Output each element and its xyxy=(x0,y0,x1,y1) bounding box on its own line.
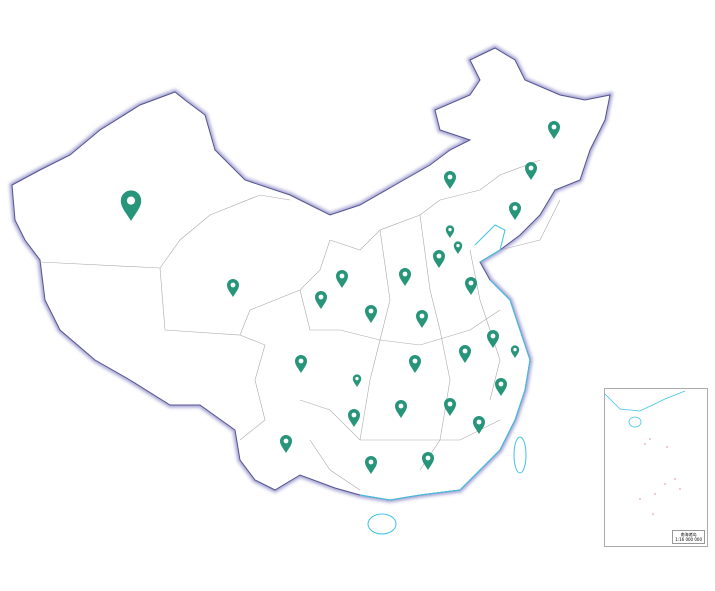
map-pin-icon[interactable] xyxy=(444,171,456,189)
map-pin-icon[interactable] xyxy=(459,345,471,363)
map-pin-icon[interactable] xyxy=(409,355,421,373)
inset-title: 南海诸岛 xyxy=(680,532,697,537)
map-pin-icon[interactable] xyxy=(509,202,521,220)
map-pin-icon[interactable] xyxy=(365,456,377,474)
map-pin-icon[interactable] xyxy=(495,378,507,396)
map-pin-icon[interactable] xyxy=(548,121,560,139)
markers xyxy=(120,121,560,474)
map-pin-icon[interactable] xyxy=(422,452,434,470)
coastline xyxy=(359,224,531,501)
hainan-island xyxy=(367,513,397,535)
country-outline xyxy=(9,45,614,503)
map-pin-icon[interactable] xyxy=(465,277,477,295)
map-pin-icon[interactable] xyxy=(487,330,499,348)
map-pin-icon[interactable] xyxy=(399,268,411,286)
south-china-sea-inset: 南海诸岛 1:16 000 000 xyxy=(604,388,708,547)
province-borders xyxy=(39,159,561,491)
map-pin-icon[interactable] xyxy=(365,305,377,323)
map-pin-icon[interactable] xyxy=(433,250,445,268)
inset-label: 南海诸岛 1:16 000 000 xyxy=(672,530,705,544)
taiwan-island xyxy=(513,436,527,474)
map-pin-icon[interactable] xyxy=(453,241,463,254)
map-pin-icon[interactable] xyxy=(295,355,307,373)
map-pin-icon[interactable] xyxy=(120,190,142,221)
map-pin-icon[interactable] xyxy=(395,400,407,418)
map-pin-icon[interactable] xyxy=(336,270,348,288)
map-pin-icon[interactable] xyxy=(444,398,456,416)
map-pin-icon[interactable] xyxy=(473,416,485,434)
inset-scale: 1:16 000 000 xyxy=(675,537,702,542)
map-pin-icon[interactable] xyxy=(525,162,537,180)
map-pin-icon[interactable] xyxy=(280,435,292,453)
map-pin-icon[interactable] xyxy=(416,310,428,328)
map-pin-icon[interactable] xyxy=(352,374,362,387)
inset-map xyxy=(605,390,686,515)
map-pin-icon[interactable] xyxy=(227,279,239,297)
map-pin-icon[interactable] xyxy=(510,345,520,358)
map-pin-icon[interactable] xyxy=(445,225,455,238)
map-pin-icon[interactable] xyxy=(315,291,327,309)
map-pin-icon[interactable] xyxy=(348,409,360,427)
